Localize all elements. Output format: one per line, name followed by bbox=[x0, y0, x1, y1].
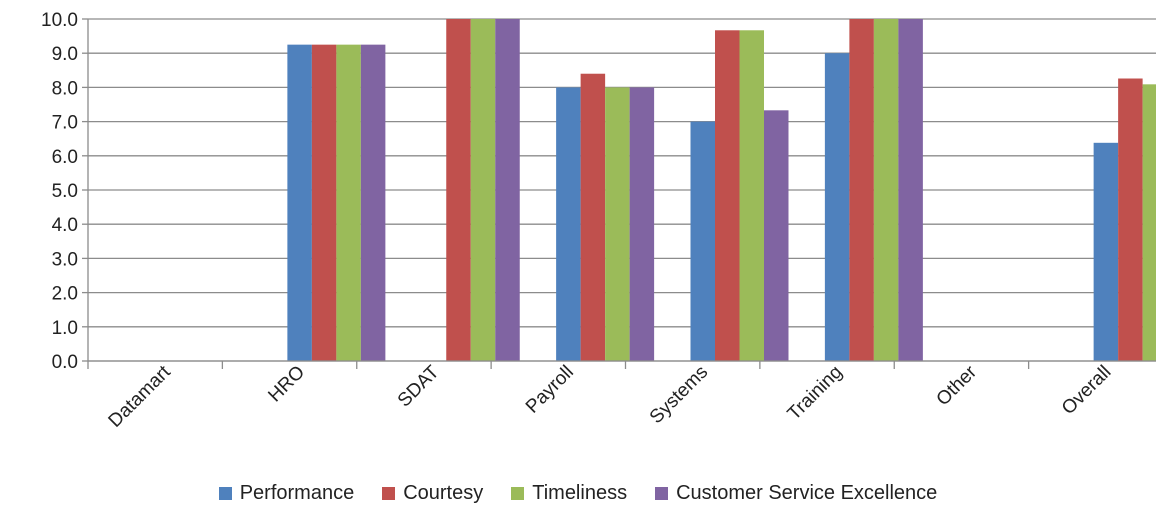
bar-systems-courtesy bbox=[715, 30, 740, 361]
bar-payroll-customer-service-excellence bbox=[629, 87, 655, 362]
x-tick-label: Datamart bbox=[105, 361, 176, 432]
legend-item: Timeliness bbox=[511, 482, 627, 505]
axes bbox=[82, 18, 1156, 369]
x-tick-label: Overall bbox=[1058, 362, 1115, 419]
x-axis-ticks: Datamart HRO SDAT Payroll Systems Training Oth… bbox=[105, 361, 1116, 432]
legend-swatch bbox=[382, 486, 396, 500]
y-tick-label: 9.0 bbox=[52, 44, 78, 65]
x-tick-label: SDAT bbox=[394, 361, 444, 411]
legend: Performance Courtesy Timeliness Customer Se… bbox=[0, 478, 1156, 508]
bar-training-courtesy bbox=[849, 19, 874, 361]
y-tick-label: 0.0 bbox=[52, 352, 78, 373]
legend-item: Courtesy bbox=[382, 482, 483, 505]
bar-hro-customer-service-excellence bbox=[360, 44, 386, 362]
bar-hro-performance bbox=[287, 44, 312, 362]
bar-overall-timeliness bbox=[1142, 84, 1156, 362]
legend-label: Performance bbox=[239, 481, 355, 504]
bar-training-customer-service-excellence bbox=[898, 19, 923, 361]
bar-payroll-courtesy bbox=[580, 73, 606, 361]
bar-sdat-timeliness bbox=[470, 19, 496, 361]
y-axis-ticks: 0.0 1.0 2.0 3.0 4.0 5.0 6.0 7.0 8.0 9.0 10.0 bbox=[41, 10, 78, 373]
y-tick-label: 5.0 bbox=[52, 181, 78, 202]
x-tick-label: Other bbox=[933, 361, 982, 410]
legend-item: Performance bbox=[218, 481, 355, 505]
y-tick-label: 3.0 bbox=[52, 249, 78, 270]
y-tick-label: 6.0 bbox=[52, 147, 78, 168]
y-tick-label: 4.0 bbox=[52, 215, 78, 236]
x-tick-label: Training bbox=[784, 362, 847, 425]
legend-label: Customer Service Excellence bbox=[676, 481, 938, 504]
x-tick-label: HRO bbox=[264, 362, 309, 407]
y-tick-label: 7.0 bbox=[52, 113, 78, 134]
bar-overall-performance bbox=[1093, 142, 1119, 361]
legend-swatch bbox=[511, 486, 525, 500]
bars bbox=[287, 19, 1156, 362]
bar-sdat-customer-service-excellence bbox=[495, 19, 520, 361]
bar-hro-courtesy bbox=[311, 44, 337, 362]
legend-label: Timeliness bbox=[532, 481, 628, 504]
bar-systems-customer-service-excellence bbox=[764, 110, 789, 362]
x-tick-label: Payroll bbox=[522, 362, 578, 418]
bar-sdat-courtesy bbox=[446, 19, 471, 361]
legend-swatch bbox=[655, 486, 669, 500]
bar-payroll-performance bbox=[556, 87, 581, 362]
bar-payroll-timeliness bbox=[605, 87, 630, 362]
bar-training-timeliness bbox=[873, 19, 899, 361]
bar-training-performance bbox=[824, 53, 850, 361]
bar-hro-timeliness bbox=[336, 44, 361, 362]
bar-systems-timeliness bbox=[739, 30, 764, 361]
legend-item: Customer Service Excellence bbox=[655, 482, 937, 505]
legend-swatch bbox=[218, 486, 232, 500]
bar-chart: 0.0 1.0 2.0 3.0 4.0 5.0 6.0 7.0 8.0 9.0 10.0 Datam… bbox=[41, 10, 1156, 432]
x-tick-label: Systems bbox=[646, 362, 712, 428]
y-tick-label: 2.0 bbox=[52, 284, 78, 305]
bar-systems-performance bbox=[690, 121, 715, 361]
y-tick-label: 1.0 bbox=[52, 318, 78, 339]
y-tick-label: 8.0 bbox=[52, 78, 78, 99]
legend-label: Courtesy bbox=[403, 481, 484, 504]
bar-overall-courtesy bbox=[1118, 78, 1143, 362]
y-tick-label: 10.0 bbox=[41, 10, 78, 31]
